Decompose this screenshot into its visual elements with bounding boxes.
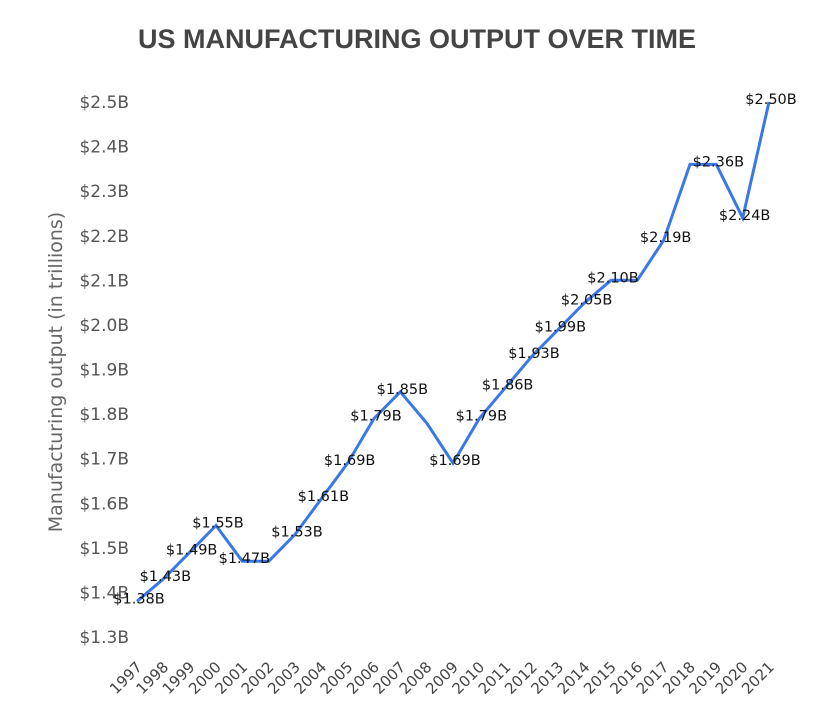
data-label: $2.19B — [640, 230, 691, 246]
y-tick-label: $2.3B — [79, 182, 129, 202]
x-axis: 1997199819992000200120022003200420052006… — [106, 658, 778, 698]
data-label: $2.50B — [745, 92, 796, 108]
data-label: $1.85B — [377, 382, 428, 398]
y-axis: $2.5B $2.4B $2.3B $2.2B $2.1B $2.0B $1.9B $1.8B… — [79, 93, 129, 648]
data-label: $2.05B — [561, 293, 612, 309]
y-tick-label: $1.4B — [79, 583, 129, 603]
data-label: $1.93B — [508, 346, 559, 362]
y-tick-label: $2.1B — [79, 271, 129, 291]
data-label: $1.61B — [298, 489, 349, 505]
y-tick-label: $1.9B — [79, 361, 129, 381]
data-label: $2.36B — [693, 154, 744, 170]
data-label: $1.49B — [166, 542, 217, 558]
y-tick-label: $1.8B — [79, 405, 129, 425]
y-tick-label: $1.5B — [79, 539, 129, 559]
data-label: $1.47B — [219, 551, 270, 567]
data-label: $1.53B — [271, 524, 322, 540]
data-label: $1.69B — [324, 453, 375, 469]
data-label: $1.55B — [192, 516, 243, 532]
data-label: $1.38B — [113, 591, 164, 607]
series-group — [136, 101, 771, 603]
data-label: $2.24B — [719, 208, 770, 224]
data-label: $1.43B — [140, 569, 191, 585]
y-axis-label: Manufacturing output (in trillions) — [45, 212, 67, 532]
data-label: $1.79B — [456, 409, 507, 425]
y-tick-label: $1.7B — [79, 450, 129, 470]
y-tick-label: $2.2B — [79, 227, 129, 247]
data-label: $1.69B — [429, 453, 480, 469]
y-tick-label: $1.3B — [79, 628, 129, 648]
data-label: $2.10B — [587, 270, 638, 286]
chart-title: US MANUFACTURING OUTPUT OVER TIME — [138, 24, 696, 54]
data-label: $1.99B — [535, 319, 586, 335]
data-label: $1.79B — [350, 409, 401, 425]
y-tick-label: $2.0B — [79, 316, 129, 336]
y-tick-label: $1.6B — [79, 494, 129, 514]
y-tick-label: $2.5B — [79, 93, 129, 113]
data-labels: $1.38B $1.43B $1.49B $1.55B $1.47B$1.53B $1.6… — [113, 92, 796, 607]
y-tick-label: $2.4B — [79, 138, 129, 158]
data-label: $1.86B — [482, 377, 533, 393]
